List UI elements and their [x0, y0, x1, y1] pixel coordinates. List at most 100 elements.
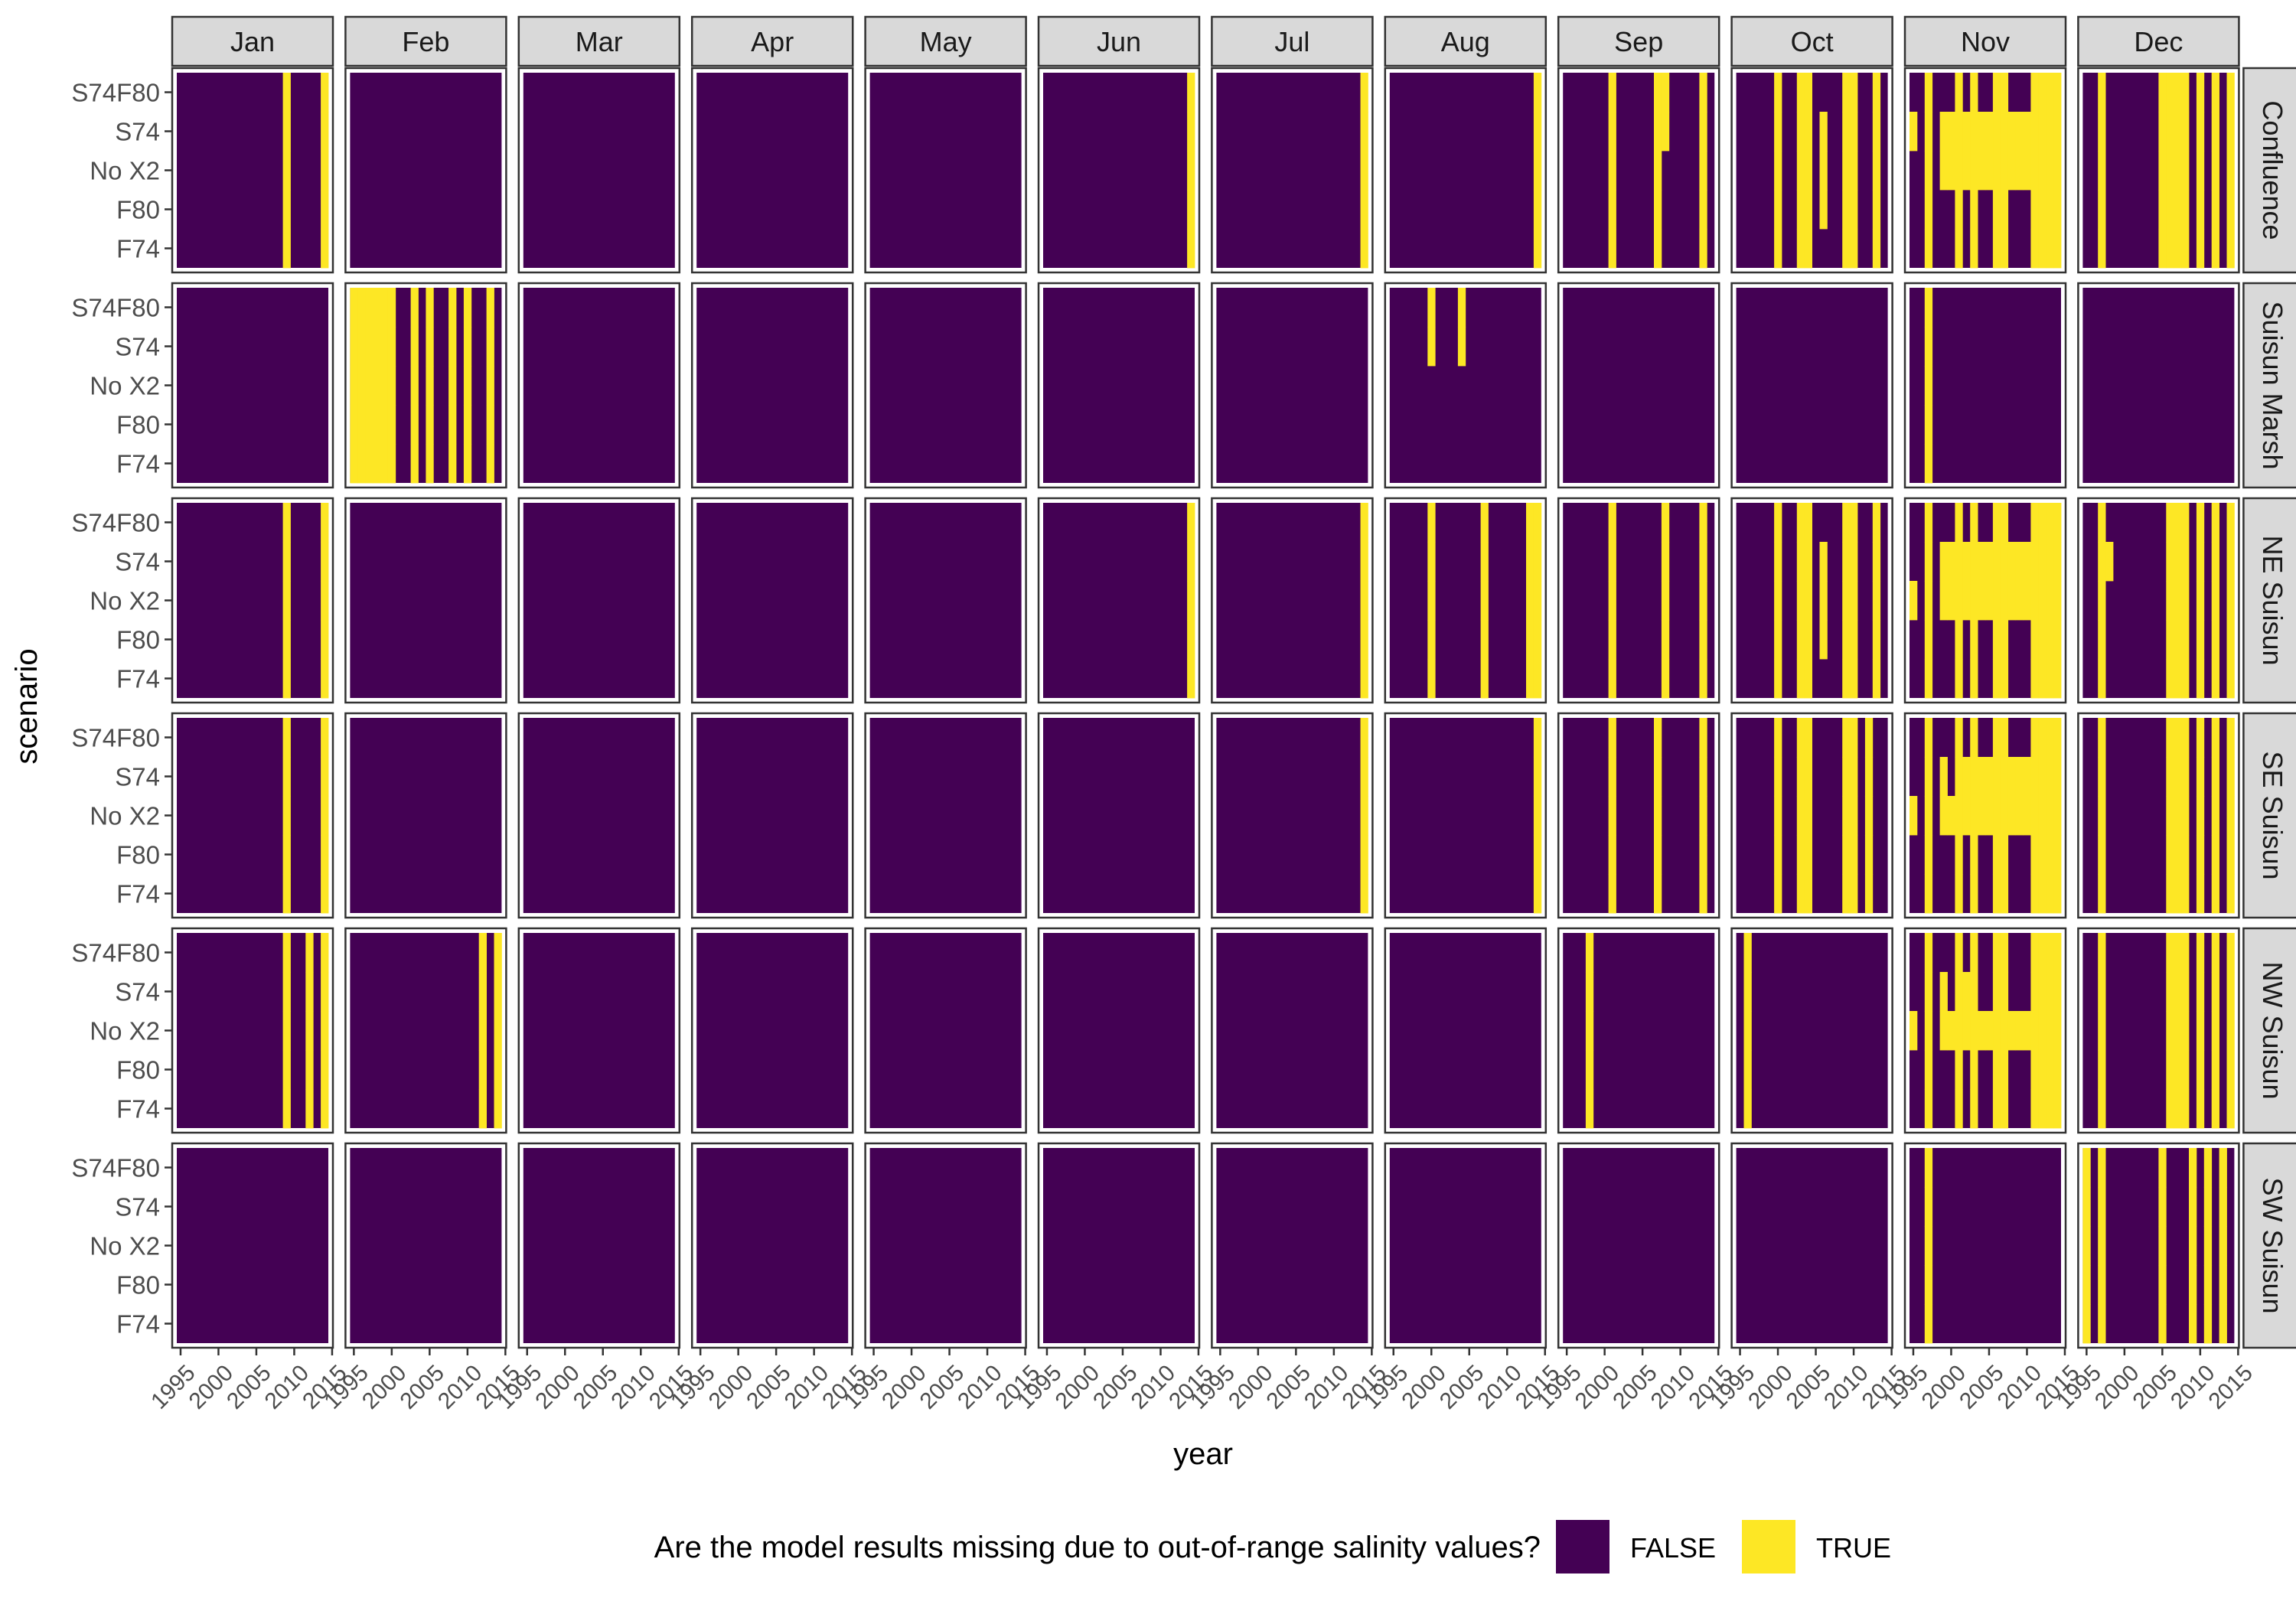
panel-background	[696, 288, 849, 483]
true-cell	[1850, 112, 1858, 152]
y-tick-label: No X2	[90, 372, 160, 400]
legend-label-false: FALSE	[1630, 1532, 1716, 1564]
true-cell	[380, 288, 389, 328]
true-cell	[1796, 757, 1805, 797]
true-cell	[1360, 659, 1368, 699]
true-cell	[2023, 1011, 2031, 1051]
panel-confluence-feb	[344, 67, 507, 274]
y-tick-label: S74	[115, 978, 160, 1006]
true-cell	[1360, 874, 1368, 914]
true-cell	[2211, 73, 2219, 113]
true-cell	[2046, 933, 2054, 973]
true-cell	[282, 503, 291, 543]
true-cell	[1978, 151, 1986, 191]
strip-box	[690, 15, 854, 67]
true-cell	[1585, 933, 1594, 973]
true-cell	[2174, 1011, 2182, 1051]
true-cell	[2082, 1187, 2091, 1227]
true-cell	[2000, 874, 2009, 914]
true-cell	[2098, 1089, 2106, 1129]
true-cell	[2211, 542, 2219, 582]
true-cell	[2046, 659, 2054, 699]
true-cell	[1804, 874, 1812, 914]
true-cell	[2082, 1226, 2091, 1266]
panel-background	[1563, 1148, 1715, 1343]
true-cell	[1842, 190, 1851, 230]
true-cell	[2046, 757, 2054, 797]
true-cell	[2203, 1304, 2213, 1344]
panel-background	[1736, 288, 1888, 483]
true-cell	[1978, 112, 1986, 152]
panel-border	[690, 282, 854, 489]
strip-dec: Dec	[2077, 15, 2240, 67]
true-cell	[2226, 659, 2235, 699]
true-cell	[2000, 73, 2009, 113]
panel-background	[523, 1148, 675, 1343]
strip-confluence: Confluence	[2242, 67, 2296, 274]
true-cell	[2007, 757, 2016, 797]
true-cell	[1608, 503, 1616, 543]
true-cell	[1955, 151, 1963, 191]
panel-border	[1211, 497, 1374, 704]
true-cell	[1533, 796, 1542, 836]
true-cell	[1699, 874, 1707, 914]
true-cell	[2098, 190, 2106, 230]
panel-border	[690, 927, 854, 1134]
true-cell	[350, 288, 358, 328]
panel-nw-suisun-sep	[1557, 927, 1720, 1134]
true-cell	[2023, 151, 2031, 191]
true-cell	[426, 327, 434, 367]
true-cell	[2211, 1050, 2219, 1090]
true-cell	[1661, 542, 1670, 582]
true-cell	[2226, 503, 2235, 543]
panel-background	[1216, 718, 1368, 913]
true-cell	[1819, 151, 1828, 191]
true-cell	[1962, 1011, 1971, 1051]
panel-ne-suisun-may	[864, 497, 1027, 704]
true-cell	[1924, 874, 1933, 914]
true-cell	[2158, 190, 2167, 230]
true-cell	[1360, 757, 1368, 797]
panel-border	[344, 712, 507, 919]
true-cell	[1924, 1011, 1933, 1051]
true-cell	[2015, 151, 2024, 191]
true-cell	[1360, 581, 1368, 621]
y-tick-label: S74F80	[71, 939, 160, 967]
true-cell	[1924, 542, 1933, 582]
true-cell	[321, 933, 329, 973]
true-cell	[387, 327, 396, 367]
true-cell	[2166, 503, 2174, 543]
x-tick-label: 2010	[1473, 1360, 1527, 1414]
true-cell	[2166, 1050, 2174, 1090]
true-cell	[2226, 620, 2235, 660]
panel-background	[523, 718, 675, 913]
y-tick-label: F74	[116, 1310, 160, 1339]
true-cell	[1533, 542, 1542, 582]
true-cell	[2000, 581, 2009, 621]
panel-se-suisun-oct	[1730, 712, 1893, 919]
true-cell	[1774, 757, 1782, 797]
panel-background	[1043, 718, 1195, 913]
true-cell	[2098, 1226, 2106, 1266]
panel-suisun-marsh-dec	[2077, 282, 2240, 489]
true-cell	[1427, 503, 1436, 543]
true-cell	[1970, 229, 1978, 269]
true-cell	[2174, 659, 2182, 699]
true-cell	[1970, 620, 1978, 660]
true-cell	[2046, 620, 2054, 660]
true-cell	[2196, 73, 2205, 113]
panel-suisun-marsh-nov	[1903, 282, 2067, 489]
y-tick-label: No X2	[90, 587, 160, 615]
true-cell	[2098, 503, 2106, 543]
panel-background	[177, 503, 328, 698]
true-cell	[1910, 796, 1918, 836]
strip-jul: Jul	[1211, 15, 1374, 67]
true-cell	[2053, 112, 2062, 152]
true-cell	[2030, 581, 2039, 621]
true-cell	[1850, 151, 1858, 191]
true-cell	[1939, 796, 1948, 836]
strip-apr: Apr	[690, 15, 854, 67]
true-cell	[2000, 503, 2009, 543]
true-cell	[1804, 229, 1812, 269]
true-cell	[494, 1050, 502, 1090]
